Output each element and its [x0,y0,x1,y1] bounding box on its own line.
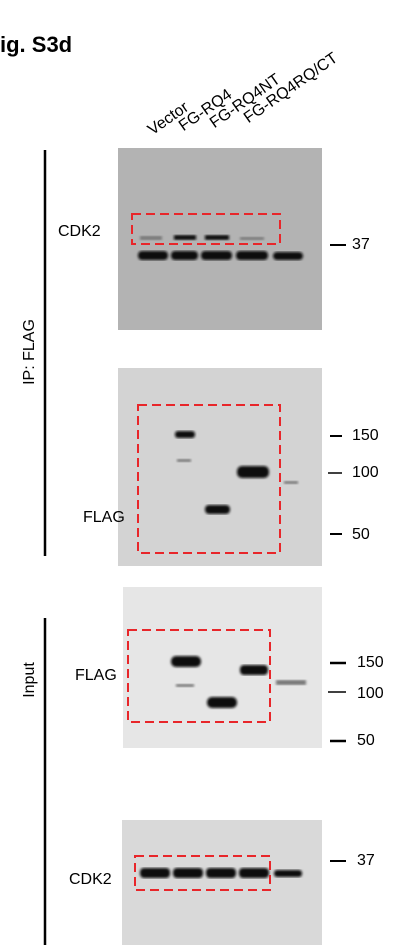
band [240,665,268,675]
figure-title: ig. S3d [0,32,72,57]
band [174,235,196,240]
band [207,697,237,708]
group-label: Input [21,662,38,698]
protein-label: CDK2 [58,223,101,240]
band [177,459,191,462]
band [205,235,229,240]
band [274,870,302,877]
figure: ig. S3d Vector FG-RQ4 FG-RQ4NT FG-RQ4RQ/… [0,0,402,949]
band [138,251,168,260]
band [205,505,230,514]
marker-label: 37 [352,236,370,253]
band [276,680,306,685]
band [284,481,298,484]
marker-label: 37 [357,852,375,869]
band [175,431,195,438]
blot [123,587,322,748]
band [240,237,264,240]
band [239,868,269,878]
band [273,252,303,260]
protein-label: CDK2 [69,871,112,888]
marker-label: 150 [352,427,379,444]
blot [122,820,322,945]
marker-label: 100 [352,464,379,481]
band [171,251,198,260]
band [176,684,194,687]
band [140,868,170,878]
band [140,236,162,240]
marker-label: 150 [357,654,384,671]
protein-label: FLAG [75,667,117,684]
band [171,656,201,667]
band [236,251,268,260]
band [237,466,269,478]
marker-label: 50 [357,732,375,749]
group-label: IP: FLAG [21,319,38,385]
protein-label: FLAG [83,509,125,526]
band [173,868,203,878]
band [201,251,232,260]
band [206,868,236,878]
marker-label: 100 [357,685,384,702]
blot [118,368,322,566]
marker-label: 50 [352,526,370,543]
